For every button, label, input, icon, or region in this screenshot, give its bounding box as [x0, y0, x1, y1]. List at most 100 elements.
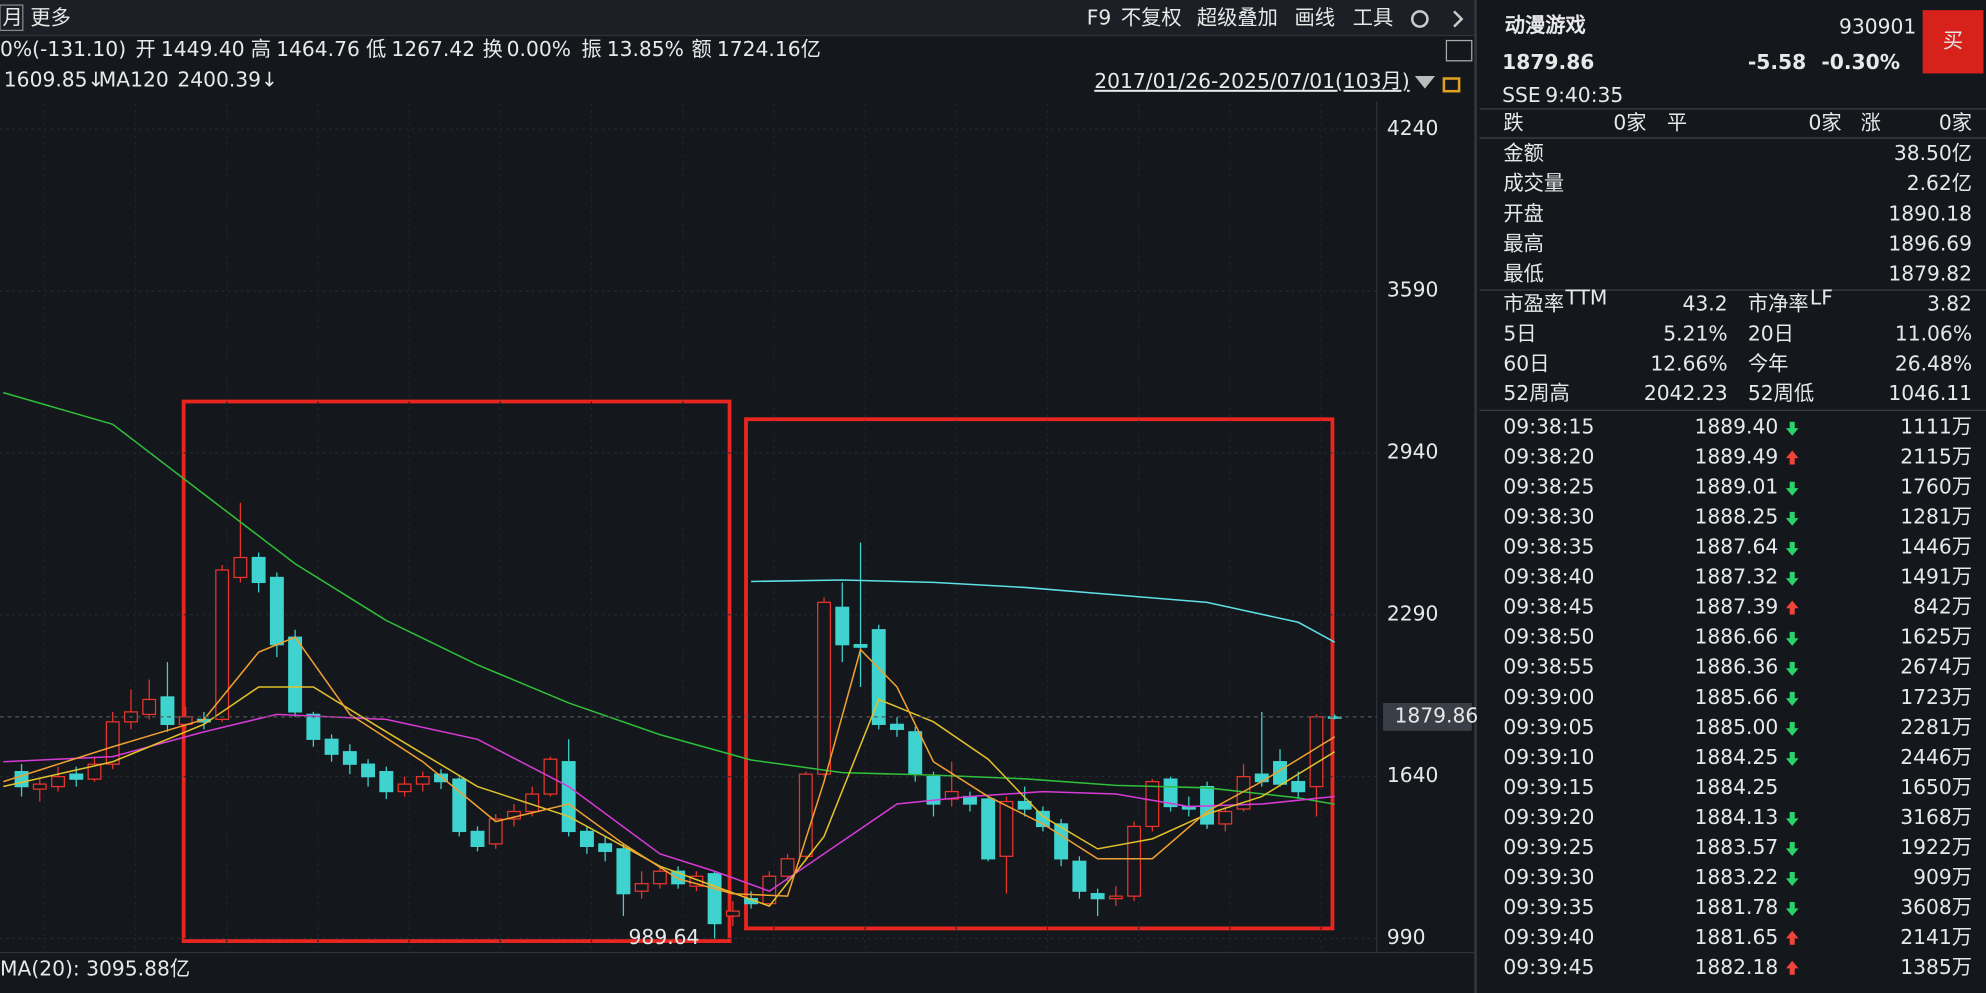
trade-price: 1886.36 [1695, 655, 1779, 679]
trade-time: 09:38:55 [1503, 655, 1594, 679]
trend-arrow [1785, 930, 1799, 945]
buy-label[interactable]: 买 [1943, 28, 1963, 52]
trade-time: 09:39:10 [1503, 745, 1594, 769]
candle-body [379, 771, 394, 793]
ratio-label: 5日 [1503, 322, 1536, 346]
trade-volume: 2281万 [1900, 715, 1972, 739]
trade-time: 09:38:15 [1503, 415, 1594, 439]
candle-body [1273, 761, 1287, 785]
wp-icon[interactable] [1445, 39, 1473, 62]
candle-body [306, 713, 321, 740]
y-tick-label: 3590 [1387, 278, 1439, 302]
candle-body [1163, 778, 1178, 808]
candle-body [817, 601, 832, 775]
ma-legend: 2400.39↓ [177, 68, 278, 92]
dropdown-icon[interactable] [1414, 75, 1436, 89]
ma-line [3, 391, 1335, 806]
trade-time: 09:39:05 [1503, 715, 1594, 739]
trade-price: 1889.40 [1695, 415, 1779, 439]
candle-body [579, 830, 594, 847]
trade-time: 09:39:35 [1503, 895, 1594, 919]
security-name: 动漫游戏 [1505, 13, 1586, 37]
low-annotation: 989.64 [629, 925, 700, 949]
candle-body [616, 848, 631, 895]
trend-arrow [1785, 842, 1799, 856]
trade-price: 1881.78 [1695, 895, 1779, 919]
candle-body [798, 773, 813, 857]
trade-volume: 1446万 [1900, 535, 1972, 559]
toolbar-button[interactable]: 超级叠加 [1197, 5, 1278, 29]
exchange: SSE [1502, 83, 1541, 107]
trend-arrow [1785, 421, 1799, 436]
trade-volume: 909万 [1913, 865, 1972, 889]
trend-arrow [1785, 481, 1799, 496]
candle-body [233, 556, 248, 579]
candle-body [890, 723, 904, 730]
breadth-label: 涨 [1861, 111, 1881, 135]
highlight-box [181, 399, 732, 943]
trade-time: 09:39:45 [1503, 955, 1594, 979]
trade-volume: 1650万 [1900, 775, 1972, 799]
trade-price: 1888.25 [1695, 505, 1779, 529]
stat-value: 1890.18 [1888, 201, 1972, 225]
ratio-label: 市净率 [1748, 292, 1809, 316]
trade-volume: 1385万 [1900, 955, 1972, 979]
toolbar-button[interactable]: 工具 [1353, 5, 1394, 29]
candle-body [762, 875, 777, 905]
price-change: -5.58 [1748, 50, 1806, 74]
security-code: 930901 [1839, 14, 1916, 38]
ratio-label: 52周高 [1503, 381, 1569, 405]
gear-icon[interactable] [1410, 10, 1429, 28]
ratio-label: 52周低 [1748, 381, 1814, 405]
stat-label: 最高 [1503, 231, 1544, 255]
trade-time: 09:38:45 [1503, 595, 1594, 619]
toolbar-button[interactable]: 不复权 [1121, 5, 1182, 29]
stat-value: 1879.82 [1888, 262, 1972, 286]
candle-body [1017, 800, 1032, 810]
trend-arrow [1785, 450, 1799, 465]
trade-time: 09:38:40 [1503, 565, 1594, 589]
trade-volume: 1723万 [1900, 685, 1972, 709]
candle-body [853, 644, 868, 648]
trend-arrow [1785, 721, 1799, 736]
y-tick-label: 2290 [1387, 601, 1439, 625]
trend-arrow [1785, 661, 1799, 676]
ma-legend: 1609.85↓ [4, 68, 105, 92]
ratio-label-sup: TTM [1564, 285, 1607, 309]
trade-time: 09:39:00 [1503, 685, 1594, 709]
ratio-label: 市盈率 [1503, 292, 1564, 316]
info-item: 0.00% [507, 37, 571, 61]
candle-body [397, 783, 412, 793]
candle-body [1309, 716, 1324, 788]
trend-arrow [1785, 541, 1799, 556]
ratio-value: 1046.11 [1888, 381, 1972, 405]
candle-body [999, 800, 1014, 857]
toolbar-tab[interactable]: 月 [3, 5, 23, 29]
ratio-value: 3.82 [1927, 292, 1972, 316]
info-item: 0%(-131.10) [0, 37, 126, 61]
breadth-label: 平 [1667, 111, 1687, 135]
lock-icon[interactable] [1442, 77, 1461, 93]
candle-body [69, 773, 84, 780]
candle-body [324, 738, 339, 755]
collapse-icon[interactable] [1453, 10, 1464, 28]
trade-volume: 1281万 [1900, 505, 1972, 529]
ratio-label: 20日 [1748, 322, 1794, 346]
buy-button[interactable] [1922, 10, 1984, 74]
trade-price: 1887.39 [1695, 595, 1779, 619]
toolbar-button[interactable]: 画线 [1294, 5, 1335, 29]
ratio-label-sup: LF [1810, 285, 1833, 309]
candle-body [288, 636, 303, 713]
ratio-value: 11.06% [1895, 322, 1972, 346]
candle-body [342, 751, 357, 765]
info-item: 额 [692, 37, 712, 61]
toolbar-button[interactable]: F9 [1087, 5, 1112, 29]
trend-arrow [1785, 571, 1799, 586]
candle-body [361, 763, 376, 778]
stat-value: 38.50亿 [1894, 141, 1972, 165]
stat-value: 1896.69 [1888, 231, 1972, 255]
trade-price: 1886.66 [1695, 625, 1779, 649]
date-range[interactable]: 2017/01/26-2025/07/01(103月) [1094, 69, 1409, 93]
trade-price: 1889.01 [1695, 475, 1779, 499]
toolbar-tab[interactable]: 更多 [30, 5, 71, 29]
